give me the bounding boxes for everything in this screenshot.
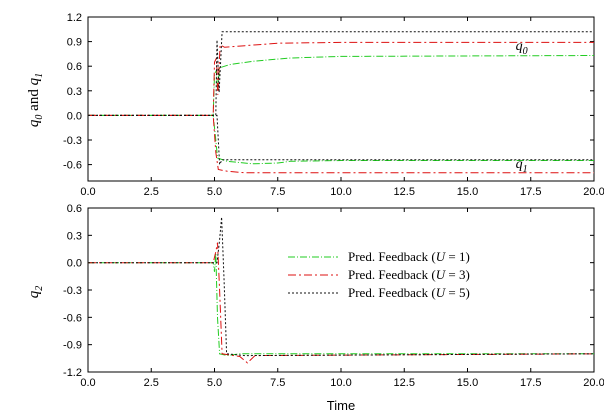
top-series-line: [88, 114, 594, 174]
bottom-y-tick-label: -0.6: [63, 312, 82, 324]
series-annotation-q0: q0: [516, 39, 528, 57]
bottom-y-tick-label: -0.9: [63, 340, 82, 352]
top-annotations: q0 q1: [516, 39, 528, 175]
top-y-axis-title: q0 and q1: [26, 73, 45, 127]
bottom-y-tick-label: -1.2: [63, 367, 82, 379]
top-x-tick-label: 15.0: [457, 186, 478, 198]
top-series-line: [88, 114, 594, 165]
top-x-tick-label: 7.5: [270, 186, 285, 198]
legend-entry-label: Pred. Feedback (U = 1): [348, 249, 470, 264]
top-chart: 0.0 2.5 5.0 7.5 10.0 12.5 15.0 17.5 20.0 1.2 0.9 0.…: [26, 12, 604, 198]
top-y-tick-label: 0.3: [67, 86, 82, 98]
top-y-tick-label: 1.2: [67, 12, 82, 24]
bottom-series-group: [88, 217, 595, 364]
bottom-x-tick-label: 12.5: [394, 377, 415, 389]
legend-entry-label: Pred. Feedback (U = 3): [348, 267, 470, 282]
bottom-y-tick-label: 0.0: [67, 258, 82, 270]
bottom-series-line: [88, 242, 595, 364]
bottom-series-line: [88, 217, 595, 357]
bottom-plot-frame: [87, 207, 595, 373]
series-annotation-q1: q1: [516, 157, 528, 175]
top-series-line: [88, 114, 594, 167]
top-series-line: [88, 55, 595, 116]
top-x-tick-label: 5.0: [207, 186, 222, 198]
bottom-chart: 0.0 2.5 5.0 7.5 10.0 12.5 15.0 17.5 20.0 0.6 0.3 0.…: [26, 203, 604, 413]
top-ticks: 0.0 2.5 5.0 7.5 10.0 12.5 15.0 17.5 20.0 1.2 0.9 0.…: [63, 12, 604, 198]
bottom-y-axis-title: q2: [26, 286, 45, 299]
top-y-tick-label: 0.9: [67, 37, 82, 49]
top-x-tick-label: 12.5: [394, 186, 415, 198]
bottom-x-tick-label: 7.5: [270, 377, 285, 389]
bottom-y-tick-label: -0.3: [63, 285, 82, 297]
top-series-line: [88, 31, 594, 116]
legend: Pred. Feedback (U = 1) Pred. Feedback (U …: [288, 249, 470, 300]
bottom-y-tick-label: 0.3: [67, 230, 82, 242]
bottom-x-tick-label: 15.0: [457, 377, 478, 389]
top-y-tick-label: -0.3: [63, 135, 82, 147]
bottom-y-tick-label: 0.6: [67, 203, 82, 215]
top-series-group: [88, 31, 595, 174]
top-y-tick-label: 0.0: [67, 110, 82, 122]
legend-entry-label: Pred. Feedback (U = 5): [348, 285, 470, 300]
bottom-ticks: 0.0 2.5 5.0 7.5 10.0 12.5 15.0 17.5 20.0 0.6 0.3 0.…: [63, 203, 604, 389]
top-x-tick-label: 17.5: [520, 186, 541, 198]
bottom-x-tick-label: 2.5: [144, 377, 159, 389]
bottom-x-tick-label: 20.0: [583, 377, 604, 389]
bottom-series-line: [88, 253, 594, 357]
top-x-tick-label: 20.0: [583, 186, 604, 198]
bottom-x-tick-label: 10.0: [330, 377, 351, 389]
top-series-line: [88, 41, 594, 116]
top-x-tick-label: 10.0: [330, 186, 351, 198]
bottom-x-tick-label: 5.0: [207, 377, 222, 389]
x-axis-title: Time: [327, 398, 355, 413]
top-y-tick-label: 0.6: [67, 61, 82, 73]
bottom-x-tick-label: 17.5: [520, 377, 541, 389]
top-x-tick-label: 2.5: [144, 186, 159, 198]
top-x-tick-label: 0.0: [80, 186, 95, 198]
bottom-x-tick-label: 0.0: [80, 377, 95, 389]
top-y-tick-label: -0.6: [63, 160, 82, 172]
